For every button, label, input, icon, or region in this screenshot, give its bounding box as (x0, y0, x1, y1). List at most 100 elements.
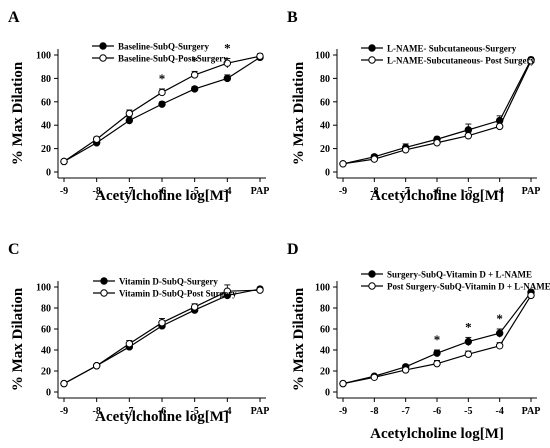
x-tick-label: -7 (401, 186, 409, 197)
x-axis-title: Acetylcholine log[M] (95, 188, 229, 204)
x-tick-label: -6 (433, 186, 441, 197)
y-tick-label: 0 (46, 168, 51, 179)
y-tick-label: 60 (320, 97, 330, 108)
data-point-series-2 (158, 88, 166, 97)
data-point-series-2 (158, 319, 166, 327)
x-axis-title: Acetylcholine log[M] (95, 409, 229, 425)
data-point-series-2 (125, 340, 134, 348)
x-tick-label: PAP (251, 186, 270, 197)
data-point-series-2 (370, 155, 379, 163)
data-point-series-2 (464, 132, 473, 140)
x-tick-label: -7 (401, 406, 409, 417)
x-tick-label: -6 (433, 406, 441, 417)
series-line-1 (63, 288, 261, 385)
x-tick-label: -5 (190, 406, 198, 417)
data-point-series-2 (60, 157, 68, 166)
y-tick-label: 60 (320, 325, 330, 336)
y-tick-label: 0 (325, 168, 330, 179)
legend-marker (368, 270, 376, 278)
data-point-series-2 (92, 362, 101, 370)
x-tick-label: -7 (125, 406, 133, 417)
significance-mark: * (434, 332, 441, 347)
y-tick-label: 40 (41, 346, 51, 357)
x-tick-label: -7 (125, 186, 133, 197)
series-line-1 (342, 59, 532, 165)
y-tick-label: 100 (36, 283, 51, 294)
x-tick-label: -6 (158, 186, 166, 197)
y-tick-label: 40 (320, 346, 330, 357)
y-tick-label: 20 (320, 144, 330, 155)
y-tick-label: 80 (320, 304, 330, 315)
x-axis-title: Acetylcholine log[M] (370, 188, 504, 204)
x-tick-label: -8 (92, 406, 100, 417)
legend-marker (368, 56, 376, 64)
panel-label: D (287, 241, 299, 258)
x-tick-label: -4 (223, 186, 231, 197)
y-tick-label: 80 (320, 74, 330, 85)
x-tick-label: -9 (339, 186, 347, 197)
x-axis-title: Acetylcholine log[M] (370, 426, 504, 442)
legend-entry: Post Surgery-SubQ-Vitamin D + L-NAME (387, 282, 550, 292)
data-point-series-2 (370, 373, 379, 381)
y-tick-label: 60 (41, 97, 51, 108)
y-tick-label: 80 (41, 304, 51, 315)
y-tick-label: 0 (46, 388, 51, 399)
legend-entry: Baseline-SubQ-Surgery (118, 42, 210, 52)
x-tick-label: PAP (522, 406, 541, 417)
chart-panel-d: D 0 20 40 60 80 100 -9 -8 -7 -6 -5 -4 PAP % Max Dilati… (287, 241, 550, 442)
legend-entry: L-NAME- Subcutaneous-Surgery (387, 44, 517, 54)
y-tick-label: 80 (41, 74, 51, 85)
series-line-2 (63, 289, 261, 385)
legend-marker (100, 289, 108, 297)
x-tick-label: PAP (522, 186, 541, 197)
data-point-series-1 (190, 85, 199, 93)
legend-marker (99, 42, 107, 50)
data-point-series-2 (433, 139, 441, 147)
x-tick-label: -4 (223, 406, 231, 417)
y-tick-label: 100 (315, 283, 330, 294)
x-tick-label: -5 (464, 406, 472, 417)
data-point-series-2 (464, 350, 473, 358)
x-tick-label: -8 (92, 186, 100, 197)
legend-entry: L-NAME-Subcutaneous- Post Surgery (387, 56, 536, 66)
x-tick-label: PAP (251, 406, 270, 417)
legend-entry: Surgery-SubQ-Vitamin D + L-NAME (387, 270, 532, 280)
data-point-series-2 (223, 59, 232, 67)
data-point-series-2 (527, 57, 535, 65)
legend-marker (100, 277, 108, 285)
y-tick-label: 20 (41, 367, 51, 378)
y-tick-label: 40 (320, 121, 330, 132)
x-tick-label: -9 (60, 186, 68, 197)
legend-marker (99, 54, 107, 62)
data-point-series-2 (339, 160, 347, 168)
data-point-series-1 (433, 349, 441, 357)
x-tick-label: -9 (339, 406, 347, 417)
data-point-series-2 (433, 359, 441, 368)
chart-panel-a: A 0 20 40 60 80 100 -9 -8 -7 -6 -5 -4 PAP % Max Dilati… (8, 9, 269, 204)
panel-label: B (287, 9, 298, 26)
data-point-series-2 (401, 366, 410, 374)
data-point-series-2 (92, 135, 101, 143)
chart-panel-c: C 0 20 40 60 80 100 -9 -8 -7 -6 -5 -4 PAP % Max Dilati… (8, 241, 269, 425)
y-axis-title: % Max Dilation (10, 287, 26, 391)
data-point-series-1 (125, 116, 134, 125)
y-tick-label: 40 (41, 121, 51, 132)
data-point-series-2 (527, 291, 535, 300)
data-point-series-1 (464, 337, 473, 346)
panel-label: A (8, 9, 20, 26)
y-tick-label: 100 (315, 51, 330, 62)
series-line-2 (342, 60, 532, 165)
significance-mark: * (496, 311, 503, 326)
y-tick-label: 100 (36, 51, 51, 62)
significance-mark: * (159, 71, 166, 86)
significance-mark: * (191, 53, 198, 68)
legend-entry: Vitamin D-SubQ-Surgery (119, 277, 218, 287)
x-tick-label: -9 (60, 406, 68, 417)
data-point-series-2 (339, 379, 347, 388)
data-point-series-2 (60, 379, 68, 388)
data-point-series-2 (495, 342, 504, 350)
significance-mark: * (224, 41, 231, 56)
x-tick-label: -4 (495, 406, 503, 417)
data-point-series-2 (190, 303, 199, 311)
